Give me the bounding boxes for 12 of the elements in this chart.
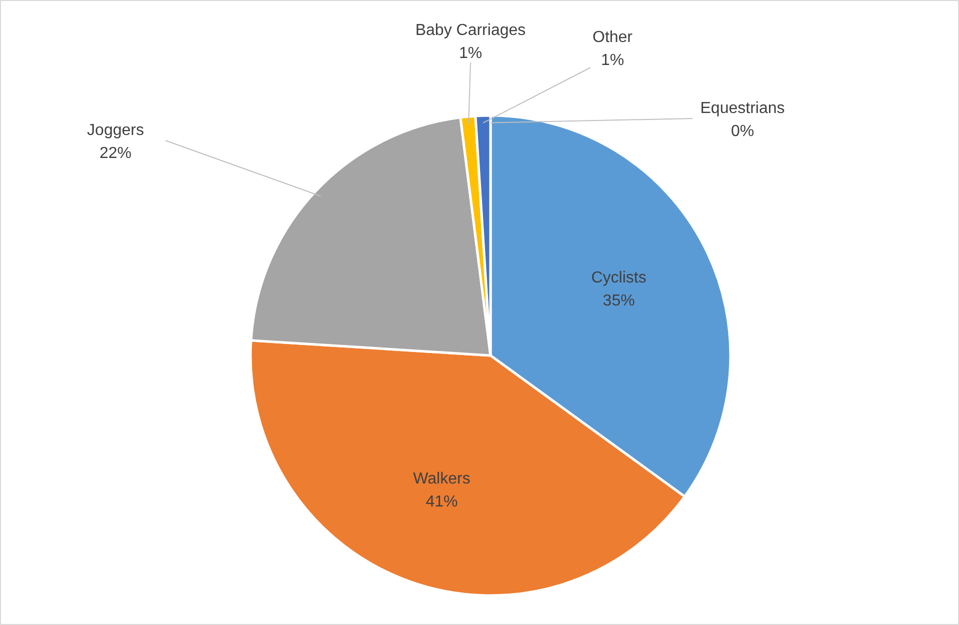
- slice-label: Baby Carriages: [415, 22, 526, 39]
- slice-label: Walkers: [413, 470, 470, 488]
- slice-label: Cyclists: [591, 270, 646, 287]
- data-label: 1%: [458, 45, 482, 62]
- slice-label: Joggers: [87, 122, 144, 139]
- text: 0%: [730, 123, 754, 140]
- data-label: 35%: [602, 292, 635, 310]
- data-label: 41%: [426, 493, 458, 510]
- category-label: Equestrians: [700, 100, 785, 117]
- slice-label: Other: [592, 29, 634, 46]
- data-label: 1%: [600, 52, 624, 69]
- data-label: 22%: [99, 145, 132, 162]
